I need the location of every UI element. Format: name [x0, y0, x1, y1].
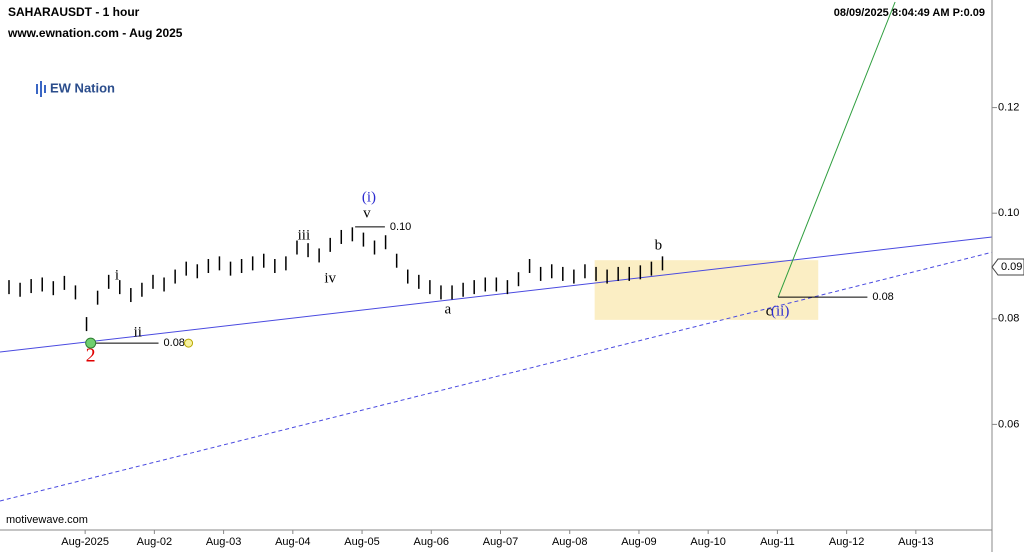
- x-tick-label: Aug-13: [898, 536, 933, 548]
- logo-bar: [40, 81, 42, 97]
- trend-line: [0, 251, 993, 502]
- x-tick-label: Aug-2025: [61, 536, 109, 548]
- logo: EW Nation: [36, 80, 115, 97]
- x-tick-label: Aug-11: [760, 536, 795, 548]
- last-price-tag: [991, 258, 1024, 276]
- wave-label: c: [766, 303, 773, 319]
- plot-area: [0, 1, 993, 502]
- wave-label: i: [115, 267, 119, 283]
- x-tick-label: Aug-05: [344, 536, 379, 548]
- chart-title: SAHARAUSDT - 1 hour: [8, 5, 140, 19]
- pivot-dot: [184, 338, 194, 348]
- wave-label: a: [445, 301, 452, 317]
- logo-bar: [44, 85, 46, 93]
- wave-label: ii: [134, 324, 142, 340]
- trend-line: [777, 1, 896, 298]
- wave-label: (i): [362, 189, 376, 205]
- footer: motivewave.com: [6, 514, 88, 526]
- x-tick-label: Aug-04: [275, 536, 310, 548]
- x-tick-label: Aug-12: [829, 536, 864, 548]
- logo-bar: [36, 84, 38, 94]
- y-tick-label: 0.06: [998, 418, 1019, 430]
- y-tick-label: 0.12: [998, 102, 1019, 114]
- x-tick-label: Aug-07: [483, 536, 518, 548]
- y-tick-label: 0.10: [998, 207, 1019, 219]
- wave-label: iii: [298, 227, 311, 243]
- x-tick-label: Aug-09: [621, 536, 656, 548]
- pivot-dot: [85, 337, 97, 349]
- wave-label: v: [363, 206, 371, 222]
- trend-line: [0, 236, 993, 353]
- x-tick-label: Aug-02: [137, 536, 172, 548]
- x-tick-label: Aug-08: [552, 536, 587, 548]
- chart-subtitle: www.ewnation.com - Aug 2025: [7, 26, 183, 40]
- wave-label: (ii): [771, 303, 789, 319]
- x-tick-label: Aug-03: [206, 536, 241, 548]
- wave-label: iv: [324, 271, 336, 287]
- logo-text: EW Nation: [50, 80, 115, 95]
- timestamp: 08/09/2025 8:04:49 AM P:0.09: [834, 7, 985, 19]
- last-price-label: 0.09: [1001, 261, 1022, 273]
- level-label: 0.10: [390, 221, 411, 233]
- level-label: 0.08: [164, 337, 185, 349]
- x-tick-label: Aug-10: [690, 536, 725, 548]
- wave-label: b: [655, 237, 663, 253]
- wave-label: 2: [86, 344, 96, 366]
- y-tick-label: 0.08: [998, 313, 1019, 325]
- x-tick-label: Aug-06: [414, 536, 449, 548]
- level-label: 0.08: [872, 291, 893, 303]
